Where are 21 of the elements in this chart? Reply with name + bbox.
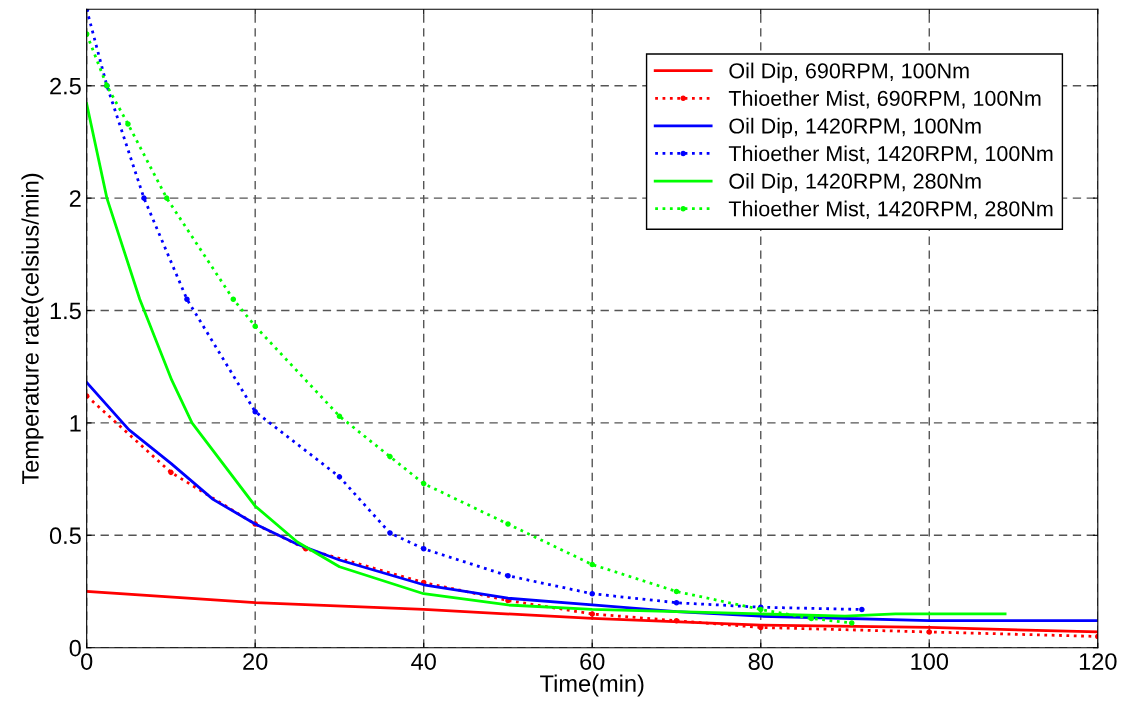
legend-label: Thioether Mist, 1420RPM, 100Nm bbox=[728, 145, 1053, 164]
legend-label: Oil Dip, 1420RPM, 100Nm bbox=[729, 117, 981, 138]
x-axis-title: Time(min) bbox=[540, 674, 644, 697]
x-tick-label: 100 bbox=[911, 653, 949, 670]
x-tick-label: 40 bbox=[411, 653, 436, 670]
x-tick-label: 120 bbox=[1079, 653, 1117, 670]
y-tick-label: 1 bbox=[70, 415, 81, 432]
y-tick-label: 1.5 bbox=[50, 302, 81, 320]
x-tick-label: 80 bbox=[748, 653, 773, 670]
legend-label: Thioether Mist, 690RPM, 100Nm bbox=[728, 90, 1041, 109]
y-tick-label: 0.5 bbox=[49, 527, 81, 545]
legend-label: Oil Dip, 690RPM, 100Nm bbox=[729, 62, 969, 83]
x-tick-label: 0 bbox=[81, 653, 93, 670]
legend-label: Oil Dip, 1420RPM, 280Nm bbox=[729, 173, 981, 194]
x-tick-label: 60 bbox=[580, 653, 605, 670]
x-tick-label: 20 bbox=[243, 653, 268, 670]
y-axis-title: Temperature rate(celsius/min) bbox=[21, 173, 44, 485]
legend-label: Thioether Mist, 1420RPM, 280Nm bbox=[728, 200, 1053, 219]
y-tick-label: 2 bbox=[69, 190, 81, 207]
y-tick-label: 0 bbox=[69, 639, 81, 657]
y-tick-label: 2.5 bbox=[50, 77, 81, 95]
